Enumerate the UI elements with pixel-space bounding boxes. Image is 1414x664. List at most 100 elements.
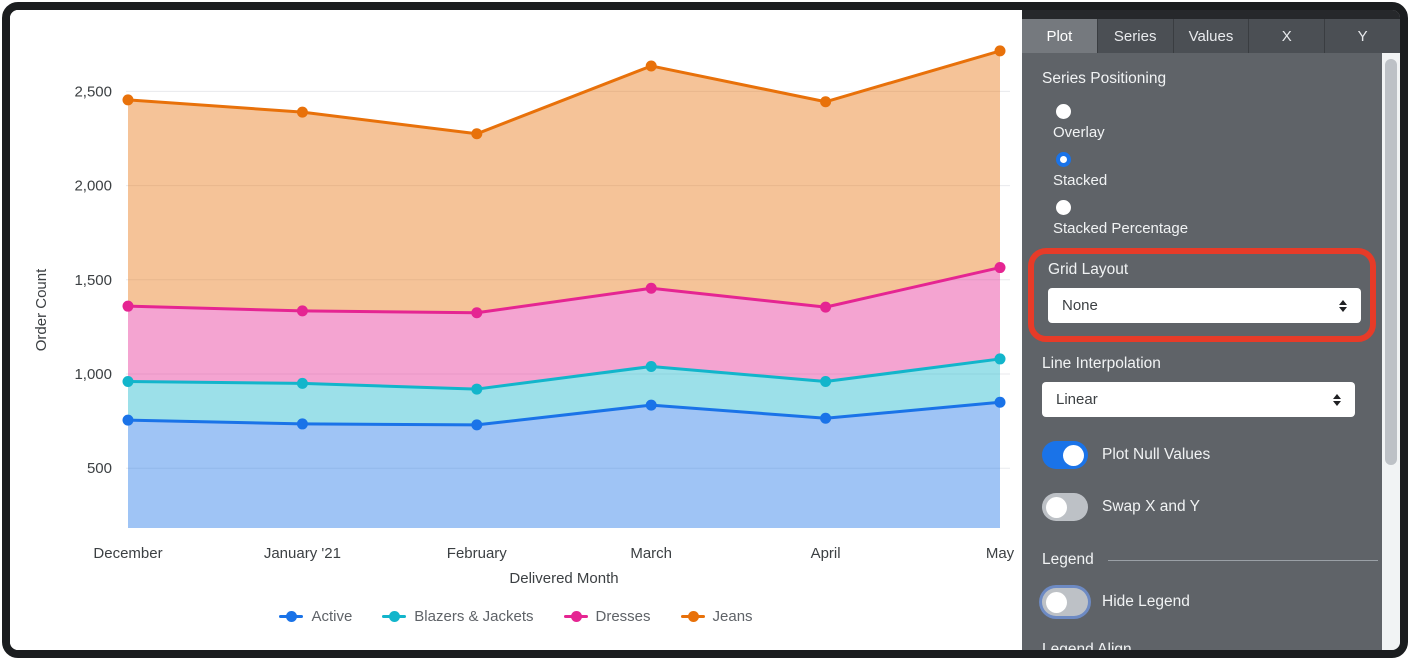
legend-item-dresses[interactable]: Dresses [563,607,651,625]
area-band-jeans [128,50,1000,313]
x-tick-label: December [93,545,162,562]
toggle-knob [1046,496,1067,518]
hide-legend-toggle[interactable] [1042,588,1088,616]
x-tick-label: March [630,545,672,562]
data-point [994,45,1006,57]
data-point [820,301,832,313]
data-point [994,396,1006,408]
series-line-blazers-jackets [127,357,1001,391]
y-tick-label: 500 [87,460,112,477]
y-axis-title: Order Count [33,268,50,351]
panel-scrollbar [1382,53,1400,650]
chart-area: 500 1,000 1,500 2,000 2,500 December January '… [10,10,1022,650]
hide-legend-label: Hide Legend [1102,593,1190,610]
tab-y[interactable]: Y [1325,19,1400,53]
x-tick-label: January '21 [264,545,341,562]
data-point [645,399,657,411]
data-point [296,418,308,430]
marker-dot [570,610,582,622]
updown-arrow-icon [1333,393,1341,406]
marker-dot [389,610,401,622]
grid-layout-select[interactable]: None [1048,288,1361,323]
panel-scrollbar-thumb[interactable] [1385,59,1397,465]
legend-item-label: Blazers & Jackets [414,607,534,625]
legend-item-active[interactable]: Active [279,608,352,625]
radio-label: Overlay [1053,124,1105,141]
legend-item-jeans[interactable]: Jeans [680,607,753,625]
series-marker-icon [563,610,588,622]
series-line-dresses [127,266,1001,315]
legend-align-label: Legend Align [1042,641,1132,650]
data-point [122,94,134,106]
legend-item-label: Active [311,607,353,625]
line-interpolation-select[interactable]: Linear [1042,382,1355,417]
series-positioning-label: Series Positioning [1042,70,1167,87]
swap-x-y-label: Swap X and Y [1102,498,1200,515]
data-point [122,300,134,312]
line-interpolation-selected-value: Linear [1056,391,1098,408]
series-positioning-radio-group: Overlay Stacked Stacked Percentage [1042,104,1382,237]
marker-dot [687,610,699,622]
panel-body: Series Positioning Overlay Stacked Stacked… [1022,53,1382,650]
panel-tabbar: Plot Series Values X Y [1022,10,1400,53]
section-divider [1107,559,1378,561]
updown-arrow-icon [1339,299,1347,312]
data-point [122,414,134,426]
y-tick-label: 1,000 [74,366,112,383]
radio-stacked-percentage[interactable]: Stacked Percentage [1053,200,1382,237]
grid-layout-selected-value: None [1062,297,1098,314]
data-point [820,412,832,424]
data-point [994,262,1006,274]
legend-section-header: Legend [1042,551,1094,568]
y-tick-label: 2,500 [74,83,112,100]
x-tick-label: May [986,545,1015,562]
tab-series[interactable]: Series [1097,19,1174,53]
data-point [296,377,308,389]
x-axis-title: Delivered Month [509,570,618,587]
chart-legend: Active Blazers & Jackets Dresses Jeans [10,604,1022,628]
plot-null-values-label: Plot Null Values [1102,446,1211,463]
radio-unselected-icon [1056,200,1071,215]
area-band-dresses [128,267,1000,390]
area-band-blazers-jackets [128,358,1000,425]
x-tick-label: April [811,545,841,562]
data-point [471,128,483,140]
data-point [122,376,134,388]
swap-x-y-toggle[interactable] [1042,493,1088,521]
grid-layout-label: Grid Layout [1048,261,1129,278]
radio-selected-icon [1056,152,1071,167]
marker-dot [286,610,298,622]
legend-item-label: Dresses [595,607,651,625]
tab-plot[interactable]: Plot [1022,19,1098,53]
toggle-knob [1063,444,1084,466]
legend-item-label: Jeans [712,607,753,625]
config-panel: Plot Series Values X Y Series Positioning Ov… [1022,10,1400,650]
data-point [820,96,832,108]
tab-values[interactable]: Values [1173,19,1250,53]
y-tick-label: 2,000 [74,178,112,195]
area-band-active [128,402,1000,528]
line-interpolation-label: Line Interpolation [1042,355,1161,372]
radio-stacked[interactable]: Stacked [1053,152,1382,189]
radio-unselected-icon [1056,104,1071,119]
radio-label: Stacked [1053,172,1108,189]
plot-null-values-toggle[interactable] [1042,441,1088,469]
series-line-active [127,400,1001,427]
grid-layout-highlight-annotation: Grid Layout None [1028,248,1376,342]
data-point [645,282,657,294]
data-point [471,307,483,319]
series-marker-icon [279,610,304,622]
toggle-knob [1046,591,1067,613]
tab-x[interactable]: X [1249,19,1326,53]
data-point [820,376,832,388]
radio-overlay[interactable]: Overlay [1053,104,1382,141]
series-marker-icon [382,610,407,622]
series-line-jeans [127,49,1001,136]
data-point [471,419,483,431]
radio-label: Stacked Percentage [1053,220,1189,237]
data-point [645,360,657,372]
data-point [296,305,308,317]
stacked-area-chart: 500 1,000 1,500 2,000 2,500 December January '… [33,45,1015,587]
legend-item-blazers-jackets[interactable]: Blazers & Jackets [382,607,534,625]
